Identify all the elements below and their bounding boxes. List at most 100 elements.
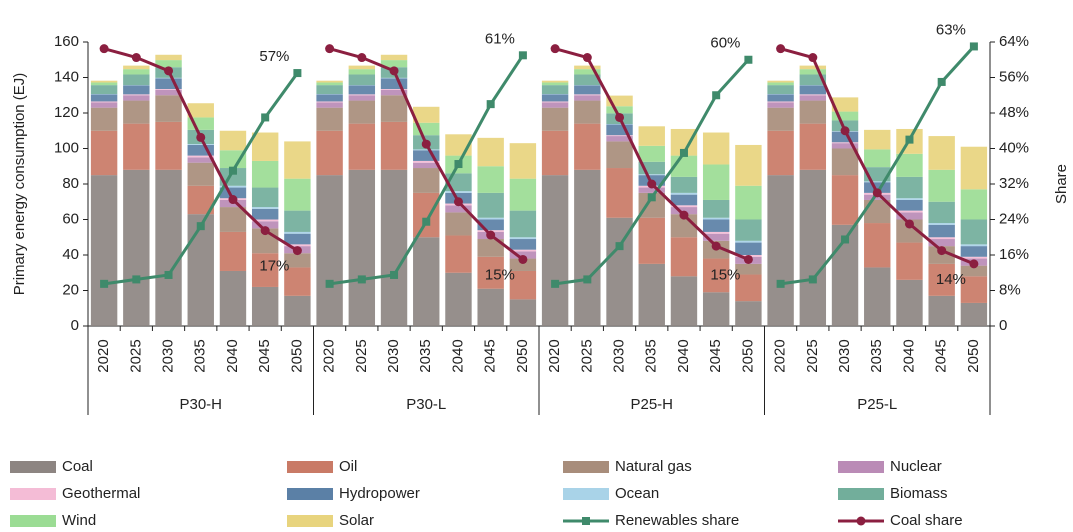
x-tick-label: 2025 <box>353 339 370 372</box>
legend-swatch <box>10 461 56 473</box>
bar-segment <box>767 85 794 95</box>
bar-segment <box>477 256 504 289</box>
share-marker <box>808 53 818 63</box>
bar-segment <box>219 187 247 199</box>
bar-segment <box>606 124 633 136</box>
bar-segment <box>123 74 150 86</box>
bar-segment <box>284 295 311 326</box>
share-marker <box>196 222 205 231</box>
bar-segment <box>219 130 247 151</box>
bar-segment <box>799 123 827 170</box>
bar-segment <box>541 82 569 86</box>
bar-segment <box>960 246 988 257</box>
bar-segment <box>155 54 182 61</box>
bar-segment <box>155 121 182 170</box>
legend-label: Coal share <box>890 512 963 529</box>
bar-segment <box>799 94 827 96</box>
bar-segment <box>831 120 859 132</box>
bar-segment <box>864 199 891 224</box>
share-marker <box>486 230 496 240</box>
share-marker <box>292 246 302 256</box>
bar-segment <box>574 69 601 75</box>
bar-segment <box>606 95 633 107</box>
bar-segment <box>864 267 891 326</box>
bar-segment <box>90 80 118 83</box>
bar-segment <box>380 89 408 90</box>
bar-segment <box>123 100 150 124</box>
bar-segment <box>284 253 311 268</box>
bar-segment <box>251 219 279 222</box>
share-value-label: 17% <box>259 258 289 275</box>
bar-segment <box>767 94 794 102</box>
x-tick-label: 2030 <box>385 339 402 372</box>
share-marker <box>357 275 366 284</box>
share-marker <box>325 279 334 288</box>
bar-segment <box>219 150 247 169</box>
legend-swatch <box>287 515 333 527</box>
legend-label: Biomass <box>890 485 948 502</box>
bar-segment <box>767 175 794 326</box>
bar-segment <box>284 231 311 234</box>
bar-segment <box>831 175 859 225</box>
bar-segment <box>799 69 827 75</box>
bar-segment <box>960 244 988 247</box>
bar-segment <box>702 292 730 326</box>
y2-tick-label: 8% <box>999 281 1021 298</box>
legend-swatch <box>563 461 609 473</box>
bar-segment <box>735 242 762 255</box>
bar-segment <box>928 239 955 247</box>
share-marker <box>325 44 335 54</box>
bar-segment <box>928 237 955 240</box>
bar-segment <box>509 210 537 238</box>
bar-segment <box>638 174 665 176</box>
x-tick-label: 2035 <box>868 339 885 372</box>
share-marker <box>228 166 237 175</box>
bar-segment <box>606 217 633 326</box>
y2-tick-label: 40% <box>999 139 1029 156</box>
y-tick-label: 80 <box>62 175 79 192</box>
bar-segment <box>896 242 923 280</box>
bar-segment <box>509 249 537 252</box>
bar-segment <box>316 102 343 108</box>
x-tick-label: 2020 <box>321 339 338 372</box>
bar-segment <box>735 274 762 302</box>
legend-swatch <box>287 488 333 500</box>
bar-segment <box>606 141 633 169</box>
bar-segment <box>413 192 440 238</box>
bar-segment <box>670 237 698 277</box>
bar-segment <box>123 123 150 170</box>
legend-label: Nuclear <box>890 458 942 475</box>
group-label: P25-L <box>857 396 897 413</box>
x-tick-label: 2040 <box>900 339 917 372</box>
share-marker <box>776 279 785 288</box>
bar-segment <box>316 85 343 95</box>
bar-segment <box>831 143 859 149</box>
y-tick-label: 60 <box>62 210 79 227</box>
bar-segment <box>638 126 665 146</box>
bar-segment <box>831 97 859 112</box>
share-marker <box>679 210 689 220</box>
bar-segment <box>606 136 633 142</box>
share-marker <box>969 42 978 51</box>
bar-segment <box>219 231 247 271</box>
bar-segment <box>219 207 247 232</box>
legend-label: Ocean <box>615 485 659 502</box>
share-marker <box>196 132 206 142</box>
legend-swatch <box>10 488 56 500</box>
share-marker <box>100 279 109 288</box>
share-marker <box>99 44 109 54</box>
bar-segment <box>638 263 665 326</box>
y-tick-label: 20 <box>62 281 79 298</box>
bar-segment <box>960 302 988 326</box>
y2-axis-label: Share <box>1053 164 1070 204</box>
share-marker <box>840 126 850 136</box>
legend-swatch <box>838 461 884 473</box>
y-tick-label: 160 <box>54 33 79 50</box>
share-marker <box>453 197 463 207</box>
bar-segment <box>155 169 182 326</box>
bar-segment <box>251 286 279 326</box>
bar-segment <box>348 69 376 75</box>
y-axis-label: Primary energy consumption (EJ) <box>11 73 28 296</box>
bar-segment <box>606 168 633 218</box>
legend-label: Hydropower <box>339 485 420 502</box>
